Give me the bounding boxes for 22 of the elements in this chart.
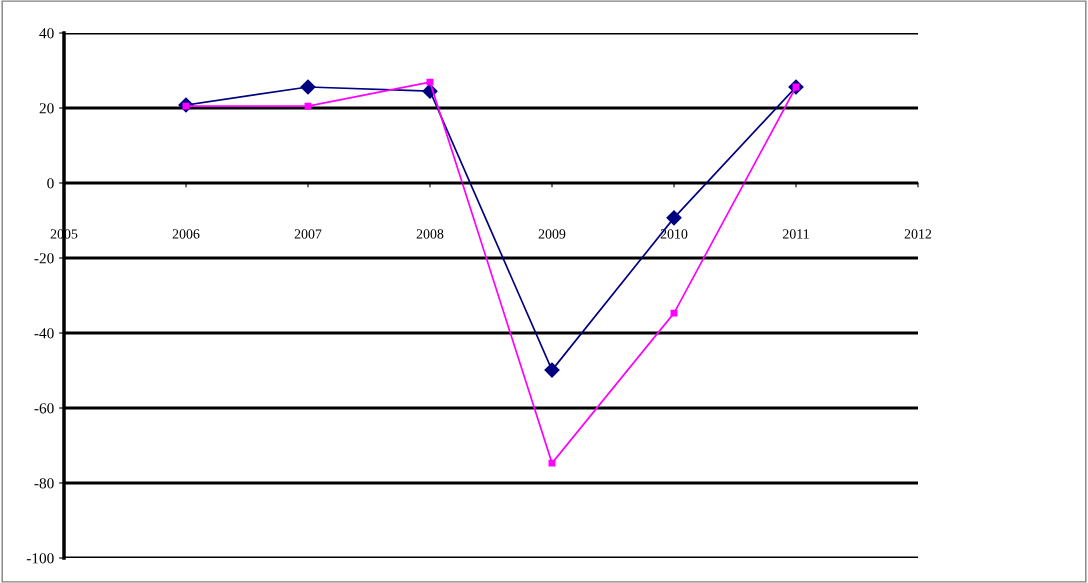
y-tick-label: -100 — [26, 553, 54, 564]
y-tick-label: -20 — [34, 253, 54, 264]
point — [666, 210, 682, 226]
y-tick-label: -80 — [34, 478, 54, 489]
point — [304, 102, 312, 110]
y-tick-label: -40 — [34, 328, 54, 339]
x-tick-label: 2012 — [904, 229, 932, 239]
point — [670, 309, 678, 317]
point — [426, 78, 434, 86]
y-tick-label: -60 — [34, 403, 54, 414]
y-tick-label: 40 — [39, 28, 54, 39]
x-tick-label: 2011 — [782, 229, 809, 239]
x-tick-label: 2007 — [294, 229, 322, 239]
point — [300, 79, 316, 95]
y-tick-label: 0 — [47, 178, 54, 189]
y-tick-label: 20 — [39, 103, 54, 114]
x-tick-label: 2010 — [660, 229, 688, 239]
x-tick-label: 2006 — [172, 229, 200, 239]
point — [548, 459, 556, 467]
point — [544, 362, 560, 378]
x-tick-label: 2008 — [416, 229, 444, 239]
x-tick-label: 2009 — [538, 229, 566, 239]
